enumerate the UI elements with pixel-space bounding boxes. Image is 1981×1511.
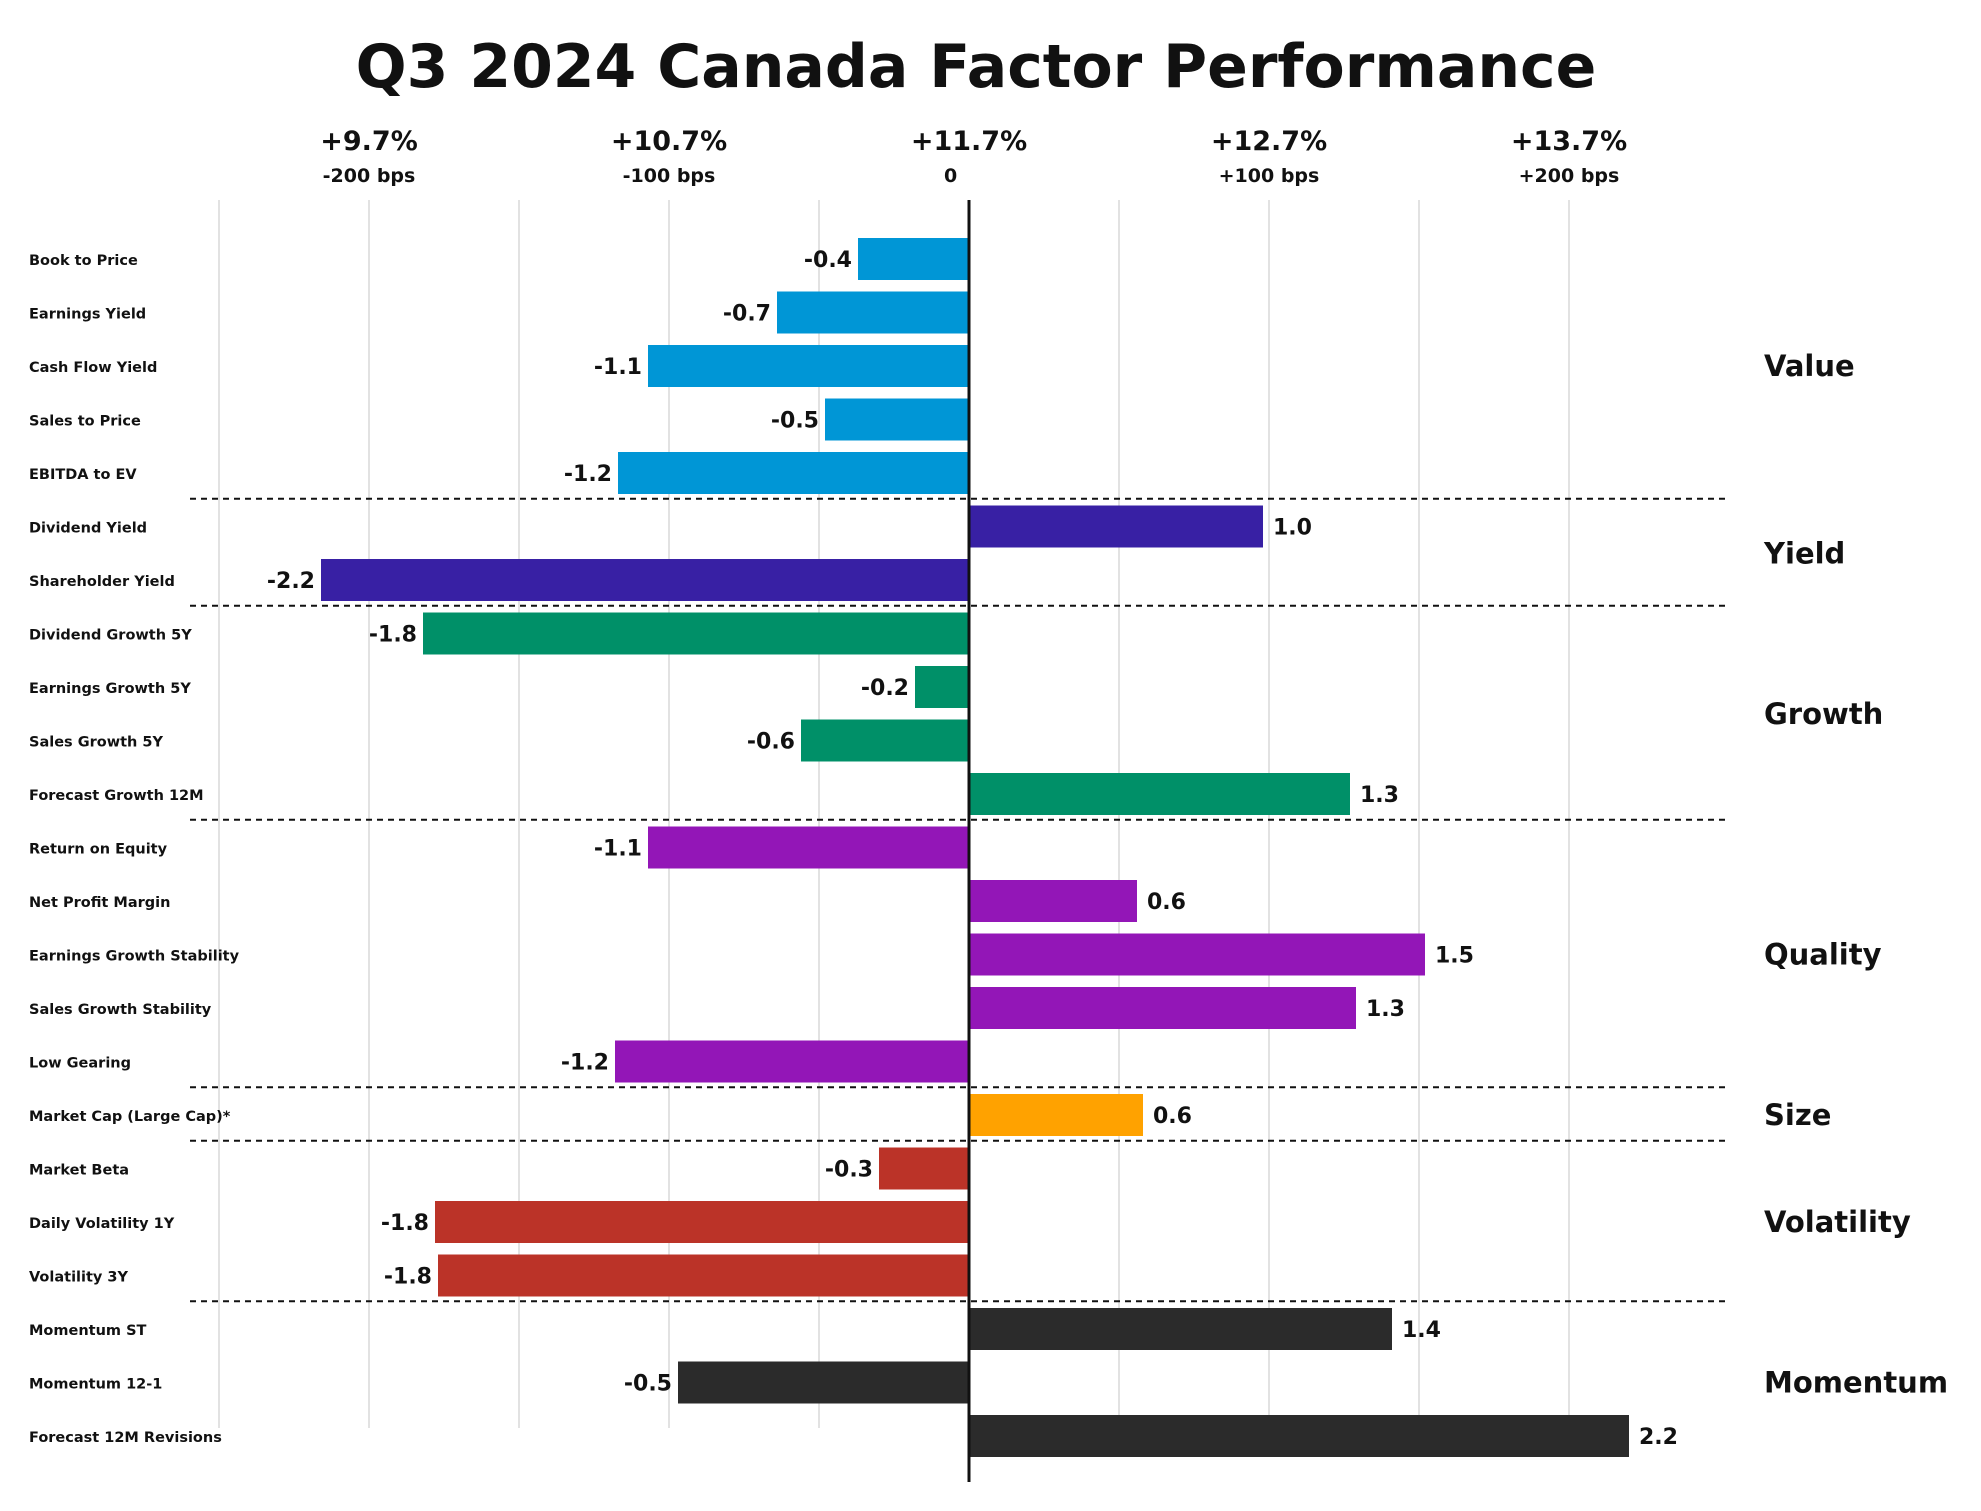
category-label: Earnings Growth 5Y — [29, 681, 191, 697]
category-label: Sales to Price — [29, 414, 141, 430]
category-label: EBITDA to EV — [29, 467, 137, 483]
category-label: Daily Volatility 1Y — [29, 1216, 175, 1232]
x-tick-label-bottom: -200 bps — [323, 165, 416, 187]
category-label: Book to Price — [29, 253, 138, 269]
value-label: -1.1 — [594, 355, 642, 380]
group-label: Size — [1764, 1098, 1831, 1132]
value-label: -0.3 — [825, 1158, 873, 1183]
value-label: -0.2 — [861, 676, 909, 701]
category-label: Earnings Growth Stability — [29, 949, 240, 965]
x-tick-label-top: +11.7% — [911, 126, 1027, 157]
group-separators — [190, 497, 1728, 1303]
bar — [969, 1308, 1392, 1350]
x-tick-label-bottom: 0 — [944, 165, 957, 187]
bar — [648, 345, 969, 387]
bar — [879, 1147, 969, 1190]
category-label: Dividend Yield — [29, 521, 147, 537]
value-label: 0.6 — [1147, 890, 1186, 915]
x-tick-label-top: +10.7% — [611, 126, 727, 157]
category-label: Sales Growth 5Y — [29, 735, 164, 751]
value-label: -0.5 — [624, 1372, 672, 1397]
bar — [615, 1040, 969, 1083]
bar — [648, 826, 969, 869]
bar — [858, 238, 969, 280]
value-label: -1.8 — [381, 1211, 429, 1236]
bars — [321, 238, 1629, 1457]
bar — [438, 1254, 969, 1297]
bar — [801, 719, 969, 762]
category-label: Return on Equity — [29, 842, 168, 858]
value-label: -0.5 — [771, 409, 819, 434]
value-labels: -0.4 -0.7 -1.1 -0.5 -1.2 1.0 -2.2 -1.8 -0.2 -0.6 1… — [267, 248, 1678, 1450]
value-label: -0.7 — [723, 302, 771, 327]
bar — [969, 505, 1263, 548]
group-label: Value — [1764, 349, 1855, 383]
value-label: 1.5 — [1435, 944, 1474, 969]
value-label: -1.2 — [561, 1051, 609, 1076]
value-label: -1.8 — [369, 623, 417, 648]
bar — [321, 559, 969, 601]
bar — [969, 773, 1350, 815]
value-label: 1.3 — [1366, 997, 1405, 1022]
bar — [969, 880, 1137, 922]
bar — [423, 612, 969, 655]
group-label: Volatility — [1764, 1205, 1911, 1239]
category-labels: Book to Price Earnings Yield Cash Flow Yie… — [29, 253, 240, 1446]
value-label: 0.6 — [1153, 1104, 1192, 1129]
value-label: -1.1 — [594, 837, 642, 862]
bar — [435, 1201, 969, 1243]
category-label: Market Beta — [29, 1163, 129, 1179]
group-label: Momentum — [1764, 1366, 1948, 1400]
value-label: -2.2 — [267, 569, 315, 594]
bar — [969, 1094, 1143, 1136]
category-label: Earnings Yield — [29, 307, 146, 323]
value-label: 1.0 — [1273, 516, 1312, 541]
category-label: Net Profit Margin — [29, 895, 170, 911]
value-label: 2.2 — [1639, 1425, 1678, 1450]
bar — [969, 987, 1356, 1029]
group-labels: Value Yield Growth Quality Size Volatility Mom… — [1763, 349, 1948, 1400]
value-label: -0.6 — [747, 730, 795, 755]
x-axis-labels: +9.7% -200 bps +10.7% -100 bps +11.7% 0 +12.7%… — [320, 126, 1627, 187]
x-tick-label-top: +9.7% — [320, 126, 418, 157]
bar — [915, 666, 969, 708]
category-label: Shareholder Yield — [29, 574, 175, 590]
x-tick-label-top: +12.7% — [1211, 126, 1327, 157]
bar — [777, 291, 969, 334]
category-label: Dividend Growth 5Y — [29, 628, 192, 644]
x-tick-label-bottom: -100 bps — [623, 165, 716, 187]
category-label: Low Gearing — [29, 1056, 131, 1072]
group-label: Quality — [1764, 938, 1882, 972]
value-label: -1.2 — [564, 462, 612, 487]
value-label: -1.8 — [384, 1265, 432, 1290]
bar — [969, 1415, 1629, 1457]
bar — [618, 452, 969, 494]
bar — [969, 933, 1425, 976]
category-label: Momentum ST — [29, 1323, 147, 1339]
chart-title: Q3 2024 Canada Factor Performance — [356, 32, 1597, 102]
x-tick-label-top: +13.7% — [1511, 126, 1627, 157]
category-label: Market Cap (Large Cap)* — [29, 1109, 231, 1125]
category-label: Forecast 12M Revisions — [29, 1430, 222, 1446]
bar — [678, 1361, 969, 1404]
bar — [825, 398, 969, 441]
group-label: Yield — [1763, 536, 1845, 570]
value-label: 1.3 — [1360, 783, 1399, 808]
category-label: Volatility 3Y — [29, 1270, 129, 1286]
group-label: Growth — [1764, 697, 1883, 731]
category-label: Momentum 12-1 — [29, 1377, 162, 1393]
value-label: 1.4 — [1402, 1318, 1441, 1343]
value-label: -0.4 — [804, 248, 852, 273]
category-label: Forecast Growth 12M — [29, 788, 204, 804]
x-tick-label-bottom: +200 bps — [1519, 165, 1620, 187]
x-tick-label-bottom: +100 bps — [1219, 165, 1320, 187]
category-label: Cash Flow Yield — [29, 360, 157, 376]
category-label: Sales Growth Stability — [29, 1002, 212, 1018]
